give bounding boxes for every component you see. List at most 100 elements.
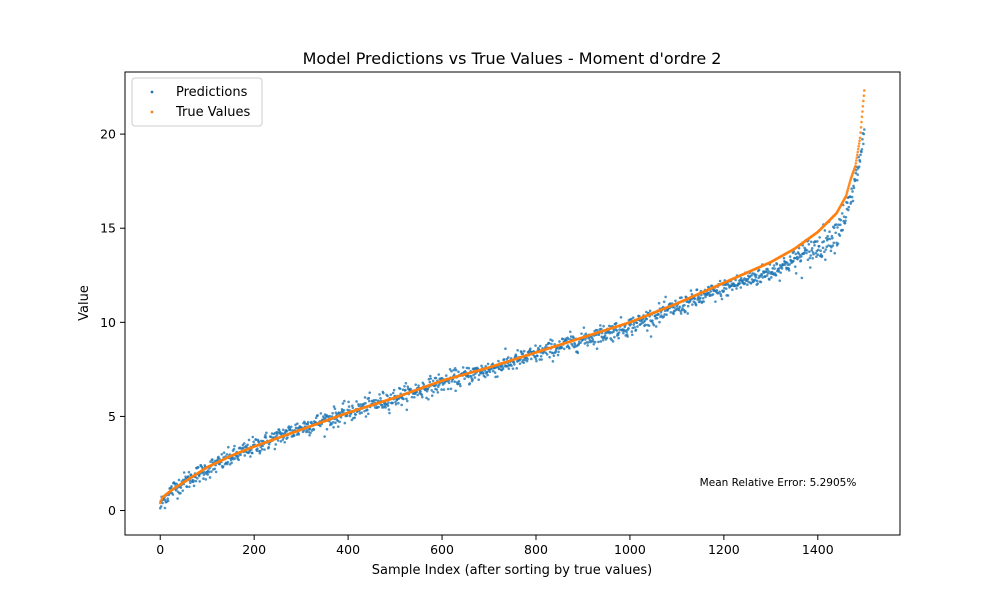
prediction-point (292, 434, 296, 437)
prediction-point (452, 373, 456, 377)
prediction-point (586, 344, 589, 347)
prediction-point (673, 306, 676, 309)
prediction-point (192, 479, 195, 482)
prediction-point (319, 424, 322, 428)
prediction-point (294, 423, 297, 427)
prediction-point (218, 457, 221, 461)
prediction-point (702, 300, 705, 303)
prediction-point (196, 476, 199, 480)
prediction-point (847, 205, 851, 209)
prediction-point (392, 388, 396, 392)
prediction-point (496, 375, 499, 378)
x-tick-label: 1200 (708, 542, 740, 557)
prediction-point (850, 195, 854, 199)
prediction-point (202, 473, 206, 476)
prediction-point (538, 358, 542, 361)
prediction-point (388, 411, 391, 415)
prediction-point (726, 294, 730, 297)
prediction-point (662, 300, 666, 304)
x-tick-label: 400 (336, 542, 360, 557)
prediction-point (808, 256, 812, 260)
prediction-point (296, 422, 299, 425)
prediction-point (286, 436, 289, 439)
prediction-point (522, 358, 525, 362)
prediction-point (520, 350, 523, 353)
true-value-point (857, 142, 861, 145)
prediction-point (176, 497, 179, 500)
prediction-point (787, 269, 791, 272)
prediction-point (525, 359, 529, 363)
prediction-point (188, 481, 192, 485)
prediction-point (657, 313, 660, 316)
prediction-point (657, 301, 661, 305)
prediction-point (805, 249, 809, 252)
prediction-point (331, 421, 335, 424)
prediction-point (397, 401, 400, 405)
prediction-point (863, 128, 866, 131)
prediction-point (688, 300, 692, 303)
prediction-point (463, 377, 466, 381)
prediction-point (771, 267, 775, 270)
prediction-point (582, 326, 586, 329)
prediction-point (502, 357, 506, 361)
prediction-point (855, 178, 859, 182)
prediction-point (766, 267, 769, 271)
prediction-point (166, 499, 170, 503)
prediction-point (419, 390, 422, 393)
prediction-point (720, 297, 724, 301)
prediction-point (569, 335, 573, 338)
prediction-point (630, 333, 634, 337)
prediction-point (260, 447, 264, 451)
prediction-point (665, 313, 668, 317)
prediction-point (851, 190, 854, 193)
prediction-point (435, 383, 438, 387)
prediction-point (592, 342, 596, 346)
prediction-point (194, 479, 198, 483)
prediction-point (405, 399, 409, 403)
legend-frame (131, 77, 263, 127)
prediction-point (409, 387, 412, 391)
prediction-point (557, 350, 560, 354)
prediction-point (287, 425, 291, 428)
true-value-point (858, 136, 862, 140)
prediction-point (800, 255, 803, 258)
prediction-point (363, 396, 367, 399)
prediction-point (343, 399, 346, 403)
prediction-point (630, 330, 634, 333)
prediction-point (246, 443, 249, 447)
prediction-point (534, 357, 538, 361)
prediction-point (823, 250, 826, 254)
prediction-point (386, 404, 390, 407)
legend: Predictions True Values (131, 77, 263, 127)
prediction-point (545, 353, 549, 356)
prediction-point (572, 336, 575, 340)
prediction-point (808, 266, 812, 269)
prediction-point (207, 470, 211, 474)
prediction-point (613, 335, 616, 339)
prediction-point (749, 282, 753, 285)
prediction-point (336, 425, 340, 428)
prediction-point (724, 287, 728, 290)
prediction-point (394, 400, 397, 404)
prediction-point (434, 376, 438, 380)
prediction-point (255, 449, 259, 453)
prediction-point (332, 425, 335, 429)
prediction-point (691, 303, 694, 306)
prediction-point (471, 378, 474, 381)
prediction-point (647, 324, 651, 327)
prediction-point (457, 370, 460, 374)
prediction-point (416, 393, 419, 397)
prediction-point (258, 449, 262, 453)
prediction-point (633, 326, 636, 329)
prediction-point (724, 283, 728, 287)
prediction-point (660, 314, 663, 317)
prediction-point (220, 453, 224, 456)
prediction-point (738, 281, 742, 285)
prediction-point (430, 394, 434, 397)
prediction-point (632, 323, 635, 326)
prediction-point (232, 447, 236, 451)
mean-relative-error-annotation: Mean Relative Error: 5.2905% (700, 477, 857, 489)
prediction-point (576, 351, 580, 355)
prediction-point (452, 368, 456, 372)
prediction-point (442, 388, 446, 391)
